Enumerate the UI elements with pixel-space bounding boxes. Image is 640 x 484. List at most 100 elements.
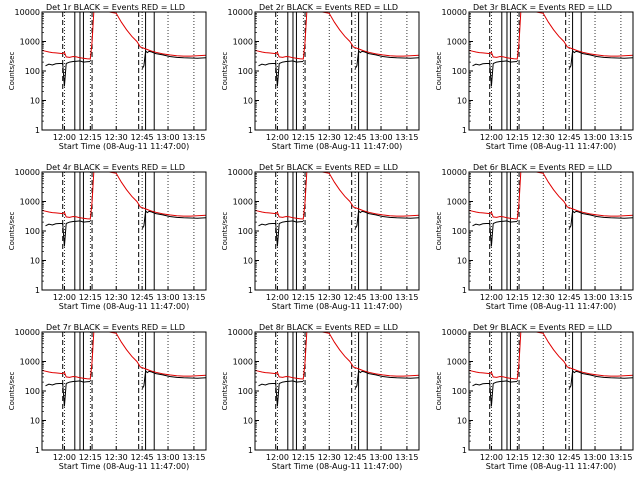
x-tick-label: 13:15 xyxy=(395,293,418,302)
x-tick-label: 12:15 xyxy=(292,293,315,302)
panel-title: Det 7r BLACK = Events RED = LLD xyxy=(46,323,185,332)
y-axis-label: Counts/sec xyxy=(8,372,16,411)
y-tick-label: 1000 xyxy=(20,358,40,367)
x-axis-label: Start Time (08-Aug-11 11:47:00) xyxy=(486,142,617,151)
y-tick-label: 1 xyxy=(248,286,253,295)
x-tick-label: 12:45 xyxy=(344,133,367,142)
y-tick-label: 1000 xyxy=(447,198,467,207)
detector-panel-6: Det 6r BLACK = Events RED = LLD 1 10 100 100… xyxy=(435,163,634,311)
x-tick-label: 12:00 xyxy=(480,293,503,302)
y-axis-label: Counts/sec xyxy=(435,372,443,411)
y-tick-label: 1000 xyxy=(447,38,467,47)
x-tick-label: 12:00 xyxy=(266,453,289,462)
y-tick-label: 100 xyxy=(25,387,40,396)
panel-title: Det 5r BLACK = Events RED = LLD xyxy=(259,163,398,172)
series-lld-line xyxy=(469,12,633,60)
series-events-line xyxy=(472,209,633,247)
panel-title: Det 2r BLACK = Events RED = LLD xyxy=(259,3,398,12)
plot-frame xyxy=(41,11,207,131)
x-tick-label: 13:00 xyxy=(156,133,179,142)
x-tick-label: 12:45 xyxy=(558,453,581,462)
y-tick-label: 1 xyxy=(35,446,40,455)
x-tick-label: 12:15 xyxy=(506,453,529,462)
plot-frame xyxy=(254,11,420,131)
x-axis-label: Start Time (08-Aug-11 11:47:00) xyxy=(59,462,190,471)
y-tick-label: 100 xyxy=(238,387,253,396)
y-tick-label: 10 xyxy=(457,257,467,266)
x-tick-label: 12:15 xyxy=(79,453,102,462)
y-tick-label: 10000 xyxy=(228,8,253,17)
x-tick-label: 13:00 xyxy=(369,293,392,302)
x-tick-label: 12:15 xyxy=(292,453,315,462)
x-tick-label: 13:00 xyxy=(156,453,179,462)
series-events-line xyxy=(258,49,419,87)
x-tick-label: 13:15 xyxy=(609,133,632,142)
x-tick-label: 12:30 xyxy=(318,453,341,462)
series-events-line xyxy=(258,209,419,247)
x-tick-label: 12:30 xyxy=(105,453,128,462)
series-events-line xyxy=(45,369,206,407)
y-tick-label: 1 xyxy=(35,126,40,135)
y-tick-label: 10 xyxy=(30,97,40,106)
x-tick-label: 12:30 xyxy=(318,293,341,302)
detector-panel-1: Det 1r BLACK = Events RED = LLD 1 10 100 100… xyxy=(8,3,207,151)
y-tick-label: 1000 xyxy=(20,38,40,47)
y-tick-label: 1000 xyxy=(233,358,253,367)
y-tick-label: 100 xyxy=(238,227,253,236)
y-tick-label: 1 xyxy=(248,126,253,135)
x-tick-label: 12:15 xyxy=(506,293,529,302)
x-tick-label: 12:15 xyxy=(506,133,529,142)
panel-title: Det 1r BLACK = Events RED = LLD xyxy=(46,3,185,12)
y-tick-label: 1000 xyxy=(20,198,40,207)
x-tick-label: 12:00 xyxy=(266,133,289,142)
x-tick-label: 12:00 xyxy=(53,453,76,462)
panel-title: Det 8r BLACK = Events RED = LLD xyxy=(259,323,398,332)
x-tick-label: 13:15 xyxy=(395,453,418,462)
x-axis-label: Start Time (08-Aug-11 11:47:00) xyxy=(486,462,617,471)
x-tick-label: 12:30 xyxy=(532,293,555,302)
x-tick-label: 13:15 xyxy=(609,453,632,462)
plot-frame xyxy=(254,171,420,291)
plot-frame xyxy=(468,331,634,451)
y-axis-label: Counts/sec xyxy=(8,52,16,91)
series-lld-line xyxy=(469,172,633,220)
x-tick-label: 12:45 xyxy=(558,293,581,302)
series-lld-line xyxy=(42,172,206,220)
x-tick-label: 12:30 xyxy=(532,453,555,462)
y-tick-label: 100 xyxy=(25,67,40,76)
x-tick-label: 13:15 xyxy=(395,133,418,142)
y-tick-label: 1 xyxy=(248,446,253,455)
y-axis-label: Counts/sec xyxy=(221,52,229,91)
x-tick-label: 12:45 xyxy=(131,293,154,302)
x-tick-label: 12:45 xyxy=(131,453,154,462)
x-tick-label: 12:00 xyxy=(266,293,289,302)
y-tick-label: 1 xyxy=(462,446,467,455)
x-tick-label: 13:00 xyxy=(583,293,606,302)
y-axis-label: Counts/sec xyxy=(221,372,229,411)
y-axis-label: Counts/sec xyxy=(8,212,16,251)
y-tick-label: 100 xyxy=(452,387,467,396)
y-tick-label: 10 xyxy=(30,417,40,426)
series-lld-line xyxy=(255,12,419,60)
y-tick-label: 10 xyxy=(457,97,467,106)
detector-panel-3: Det 3r BLACK = Events RED = LLD 1 10 100 100… xyxy=(435,3,634,151)
x-tick-label: 13:00 xyxy=(583,133,606,142)
x-tick-label: 13:15 xyxy=(182,293,205,302)
x-tick-label: 13:00 xyxy=(369,133,392,142)
x-tick-label: 12:30 xyxy=(105,133,128,142)
y-tick-label: 10000 xyxy=(15,8,40,17)
x-tick-label: 13:15 xyxy=(182,453,205,462)
y-tick-label: 1 xyxy=(462,286,467,295)
y-tick-label: 10000 xyxy=(228,168,253,177)
x-tick-label: 12:15 xyxy=(79,293,102,302)
x-tick-label: 13:00 xyxy=(156,293,179,302)
x-tick-label: 12:00 xyxy=(53,293,76,302)
y-tick-label: 1 xyxy=(462,126,467,135)
y-tick-label: 10000 xyxy=(228,328,253,337)
y-tick-label: 10 xyxy=(243,257,253,266)
series-lld-line xyxy=(255,172,419,220)
y-tick-label: 10 xyxy=(457,417,467,426)
y-tick-label: 10000 xyxy=(442,8,467,17)
